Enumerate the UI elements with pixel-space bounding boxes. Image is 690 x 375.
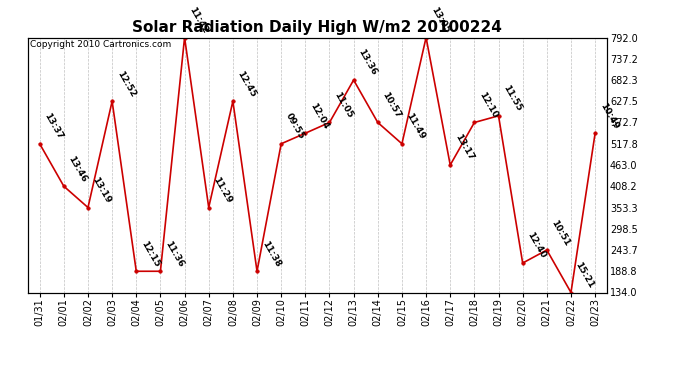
Text: 11:42: 11:42 [188,5,210,35]
Text: 10:49: 10:49 [598,101,620,130]
Text: 11:55: 11:55 [502,84,524,113]
Text: 12:04: 12:04 [308,101,331,130]
Text: 11:36: 11:36 [164,239,186,268]
Text: 12:10: 12:10 [477,90,499,120]
Text: 13:05: 13:05 [429,6,451,35]
Text: 09:55: 09:55 [284,112,306,141]
Text: 13:17: 13:17 [453,133,475,162]
Text: 13:37: 13:37 [43,112,65,141]
Text: 13:46: 13:46 [67,154,89,183]
Text: 12:45: 12:45 [236,69,258,99]
Text: 12:15: 12:15 [139,239,161,268]
Text: 11:49: 11:49 [405,111,427,141]
Text: 12:52: 12:52 [115,69,137,99]
Title: Solar Radiation Daily High W/m2 20100224: Solar Radiation Daily High W/m2 20100224 [132,20,502,35]
Text: 10:57: 10:57 [381,90,403,120]
Text: 15:21: 15:21 [574,260,596,290]
Text: 11:29: 11:29 [212,176,234,205]
Text: 12:40: 12:40 [526,231,548,260]
Text: 10:51: 10:51 [550,218,571,247]
Text: 13:19: 13:19 [91,176,113,205]
Text: 13:36: 13:36 [357,48,379,77]
Text: 11:38: 11:38 [260,239,282,268]
Text: 11:05: 11:05 [333,90,354,120]
Text: Copyright 2010 Cartronics.com: Copyright 2010 Cartronics.com [30,40,172,49]
